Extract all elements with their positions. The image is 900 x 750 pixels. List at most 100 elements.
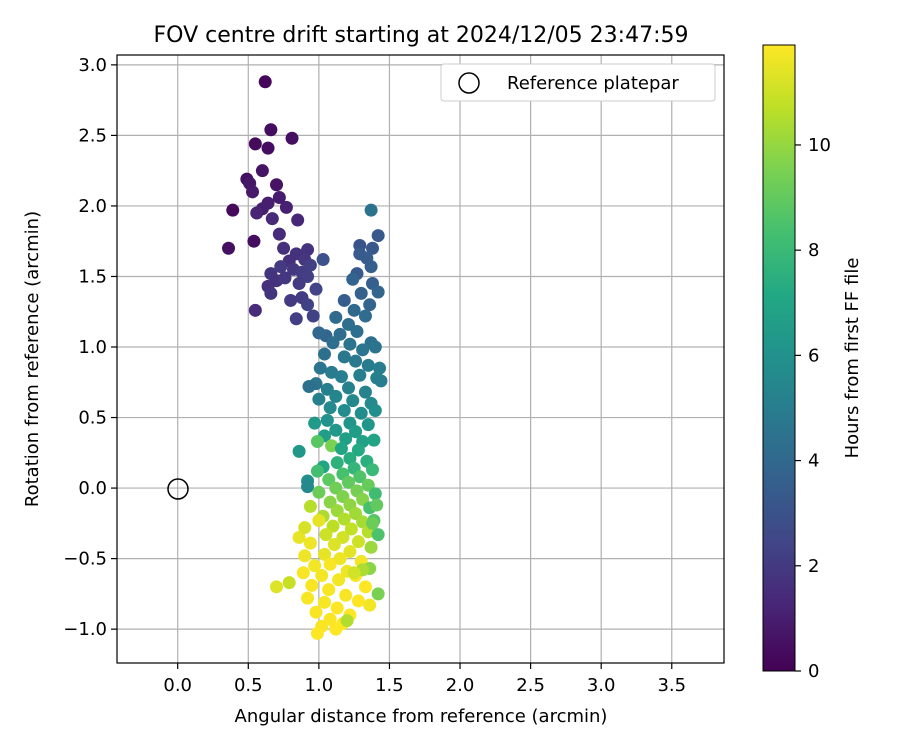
- data-point: [306, 309, 320, 323]
- data-point: [347, 303, 361, 317]
- x-axis-label: Angular distance from reference (arcmin): [235, 706, 608, 727]
- data-point: [247, 234, 261, 248]
- colorbar-tick-label: 4: [808, 451, 819, 472]
- data-point: [284, 293, 298, 307]
- data-point: [358, 309, 372, 323]
- data-point: [337, 293, 351, 307]
- y-tick-label: −1.0: [63, 619, 107, 640]
- data-point: [340, 614, 354, 628]
- data-point: [320, 413, 334, 427]
- data-point: [264, 123, 278, 137]
- data-point: [310, 435, 324, 449]
- data-point: [315, 569, 329, 583]
- data-point: [310, 626, 324, 640]
- data-point: [272, 190, 286, 204]
- y-tick-label: 2.5: [78, 125, 107, 146]
- data-point: [356, 515, 370, 529]
- data-point: [363, 298, 377, 312]
- y-axis-ticks: −1.0 −0.5 0.0 0.5 1.0 1.5 2.0 2.5 3.0: [63, 55, 117, 640]
- data-point: [358, 385, 372, 399]
- colorbar-tick-label: 8: [808, 240, 819, 261]
- x-tick-label: 0.5: [234, 675, 263, 696]
- y-tick-label: 1.5: [78, 266, 107, 287]
- legend-label: Reference platepar: [507, 73, 679, 94]
- data-point: [292, 530, 306, 544]
- data-point: [325, 365, 339, 379]
- data-point: [364, 260, 378, 274]
- data-point: [351, 443, 365, 457]
- data-point: [374, 374, 388, 388]
- colorbar-ticks: 0 2 4 6 8 10: [795, 135, 831, 682]
- data-point: [301, 298, 315, 312]
- data-point: [371, 528, 385, 542]
- data-point: [354, 406, 368, 420]
- data-point: [343, 545, 357, 559]
- data-point: [265, 212, 279, 226]
- plot-frame: [116, 54, 725, 664]
- x-axis-ticks: 0.0 0.5 1.0 1.5 2.0 2.5 3.0 3.5: [163, 663, 686, 696]
- legend-marker: [458, 72, 480, 94]
- data-point: [350, 324, 364, 338]
- data-point: [309, 282, 323, 296]
- data-point: [278, 271, 292, 285]
- data-point: [339, 432, 353, 446]
- data-point: [361, 358, 375, 372]
- data-point: [368, 487, 382, 501]
- data-point: [339, 588, 353, 602]
- data-point: [327, 538, 341, 552]
- data-point: [342, 475, 356, 489]
- data-point: [354, 286, 368, 300]
- data-point: [325, 439, 339, 453]
- data-point: [364, 203, 378, 217]
- data-point: [323, 557, 337, 571]
- data-point: [318, 347, 332, 361]
- data-point: [334, 370, 348, 384]
- x-tick-label: 0.0: [163, 675, 192, 696]
- data-point: [282, 576, 296, 590]
- data-point: [301, 480, 315, 494]
- data-point: [329, 389, 343, 403]
- data-point: [371, 285, 385, 299]
- x-tick-label: 3.0: [587, 675, 616, 696]
- data-point: [318, 595, 332, 609]
- data-point: [342, 381, 356, 395]
- data-point: [347, 566, 361, 580]
- x-tick-label: 2.5: [516, 675, 545, 696]
- data-point: [226, 203, 240, 217]
- data-point: [303, 499, 317, 513]
- y-tick-label: 2.0: [78, 196, 107, 217]
- data-point: [316, 253, 330, 267]
- data-point: [289, 312, 303, 326]
- data-point: [319, 528, 333, 542]
- data-point: [312, 514, 326, 528]
- data-point: [312, 485, 326, 499]
- data-point: [291, 213, 305, 227]
- y-axis-label: Rotation from reference (arcmin): [22, 211, 43, 507]
- data-point: [337, 512, 351, 526]
- data-point: [274, 260, 288, 274]
- data-point: [368, 340, 382, 354]
- x-tick-label: 1.0: [305, 675, 334, 696]
- data-point: [296, 566, 310, 580]
- data-point: [329, 310, 343, 324]
- data-point: [308, 559, 322, 573]
- data-point: [346, 394, 360, 408]
- data-point: [366, 241, 380, 255]
- data-point: [364, 540, 378, 554]
- x-tick-label: 3.5: [657, 675, 686, 696]
- data-point: [264, 286, 278, 300]
- data-point: [337, 350, 351, 364]
- data-point: [248, 137, 262, 151]
- data-point: [301, 243, 315, 257]
- data-point: [367, 433, 381, 447]
- data-point: [330, 601, 344, 615]
- data-point: [301, 591, 315, 605]
- y-tick-label: 0.0: [78, 478, 107, 499]
- data-point: [337, 403, 351, 417]
- data-point: [277, 241, 291, 255]
- data-point: [366, 463, 380, 477]
- data-point: [330, 456, 344, 470]
- data-point: [248, 303, 262, 317]
- colorbar-tick-label: 2: [808, 556, 819, 577]
- data-point: [370, 498, 384, 512]
